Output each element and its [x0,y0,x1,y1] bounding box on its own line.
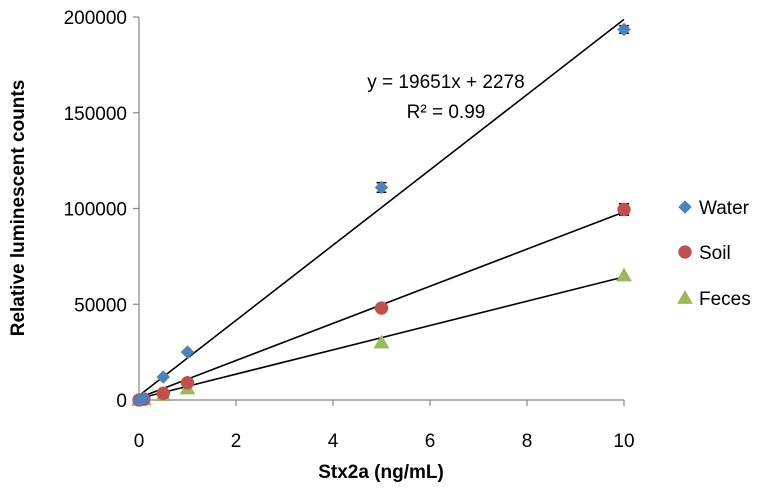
legend-marker-soil [678,245,692,259]
data-point-water [617,22,631,37]
legend-label-soil: Soil [699,243,731,264]
x-axis-title: Stx2a (ng/mL) [318,462,444,483]
data-point-feces [616,267,632,282]
data-point-soil [180,376,195,390]
data-point-feces [373,334,390,349]
x-tick-label: 0 [134,431,145,452]
data-point-water [374,180,389,195]
data-point-water [180,345,195,359]
legend-label-feces: Feces [699,289,751,310]
x-tick-label: 2 [231,431,242,452]
data-points [131,22,632,407]
data-point-soil [156,386,170,401]
data-point-soil [617,202,631,217]
x-tick-label: 4 [328,431,339,452]
data-point-water [156,370,171,384]
data-point-soil [374,301,389,315]
y-tick-label: 100000 [64,200,127,221]
y-axis-title: Relative luminescent counts [8,80,29,337]
x-tick-label: 6 [425,431,436,452]
r-squared-label: R² = 0.99 [407,102,486,123]
x-tick-label: 8 [522,431,533,452]
legend-label-water: Water [699,198,750,219]
trendline-water [138,18,625,397]
y-tick-label: 50000 [74,295,127,316]
x-tick-label: 10 [613,431,634,452]
legend-marker-water [678,200,692,214]
data-point-water [136,391,151,406]
legend-marker-feces [677,289,693,304]
y-tick-label: 0 [116,391,127,412]
legend: Water Soil Feces [677,198,751,310]
y-tick-label: 150000 [64,104,127,125]
y-tick-label: 200000 [64,8,127,29]
axes: 0 50000 100000 150000 200000 0 2 4 6 8 10 [64,8,635,452]
trendline-equation: y = 19651x + 2278 [367,72,524,93]
